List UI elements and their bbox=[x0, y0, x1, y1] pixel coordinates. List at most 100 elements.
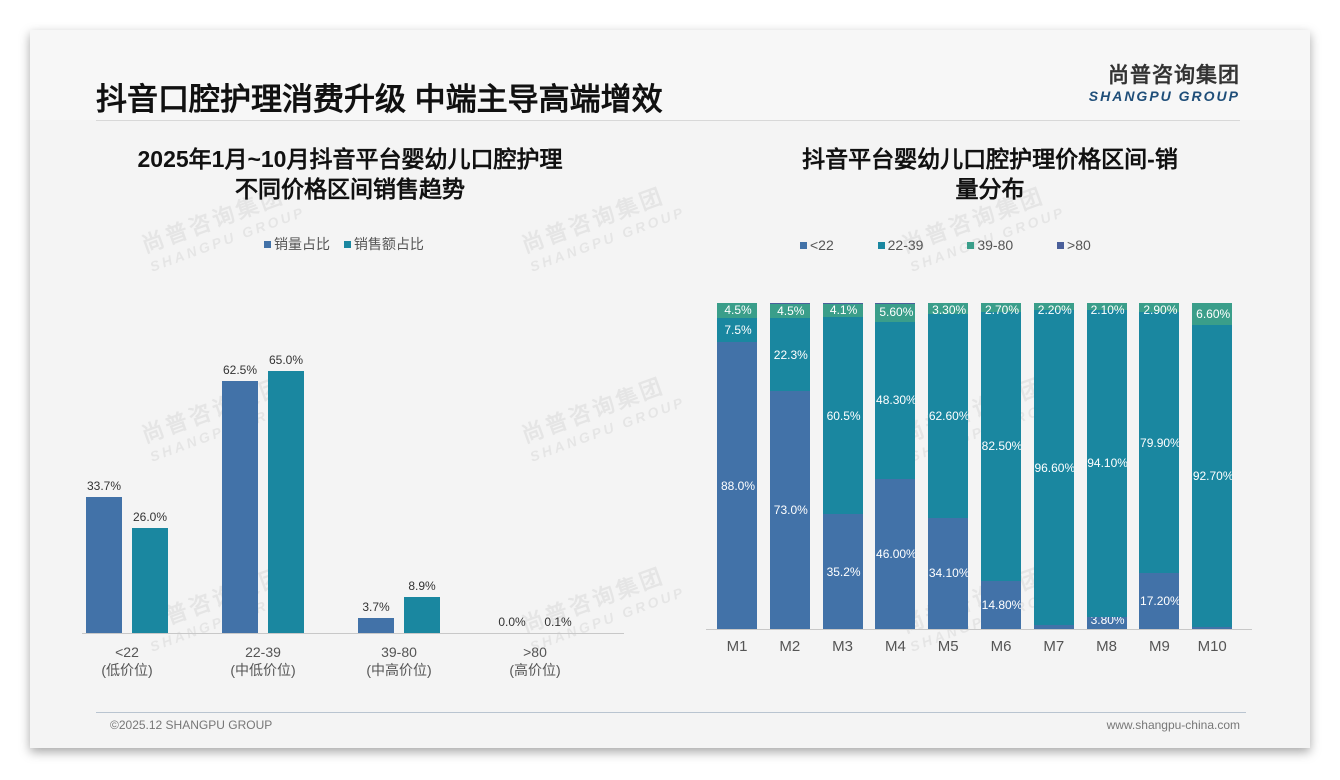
data-label: 94.10% bbox=[1087, 456, 1127, 471]
segment-1 bbox=[875, 321, 916, 480]
left-chart-title-line2: 不同价格区间销售趋势 bbox=[235, 176, 465, 202]
legend-swatch-icon bbox=[343, 241, 351, 248]
month-label: M5 bbox=[937, 638, 959, 655]
data-label: 2.70% bbox=[984, 303, 1020, 317]
data-label: 48.30% bbox=[876, 393, 916, 408]
segment-2 bbox=[981, 303, 1021, 312]
segment-0 bbox=[981, 580, 1021, 629]
stacked-bar-M9: 17.20% 79.90% 2.90% bbox=[1139, 303, 1180, 629]
segment-0 bbox=[875, 479, 916, 629]
stacked-bar-M10: 0.70%92.70%6.60% bbox=[1192, 303, 1233, 629]
month-label: M7 bbox=[1043, 638, 1065, 655]
segment-1 bbox=[822, 317, 863, 515]
segment-0 bbox=[769, 391, 810, 629]
segment-0 bbox=[1086, 616, 1127, 629]
data-label: 2.20% bbox=[1037, 303, 1072, 317]
right-chart-legend: <22 22-39 39-80 >80 bbox=[800, 237, 1101, 253]
bar-sales-1 bbox=[268, 371, 304, 633]
data-label: 5.60% bbox=[879, 305, 914, 320]
footer-divider bbox=[96, 712, 1246, 713]
right-chart-title: 抖音平台婴幼儿口腔护理价格区间-销 量分布 bbox=[730, 144, 1250, 204]
segment-1 bbox=[769, 318, 810, 392]
data-label: 0.0% bbox=[498, 615, 526, 629]
bar-volume-1 bbox=[222, 381, 258, 633]
month-label: M3 bbox=[832, 638, 854, 655]
header-divider bbox=[96, 120, 1240, 121]
segment-1 bbox=[981, 311, 1021, 581]
segment-0 bbox=[822, 514, 863, 629]
legend-label: 22-39 bbox=[887, 237, 924, 253]
slide: 抖音口腔护理消费升级 中端主导高端增效 尚普咨询集团 SHANGPU GROUP… bbox=[30, 30, 1310, 748]
stacked-bar-M5: 34.10% 62.60% 3.30% bbox=[928, 303, 969, 629]
legend-label: >80 bbox=[1067, 237, 1091, 253]
segment-2 bbox=[769, 303, 810, 319]
segment-1 bbox=[1086, 309, 1127, 617]
data-label: 3.7% bbox=[362, 600, 390, 615]
data-label: 33.7% bbox=[86, 479, 122, 494]
category-label: 22-39 (中低价位) bbox=[230, 644, 296, 678]
legend-label: 销量占比 bbox=[274, 236, 330, 252]
month-label: M1 bbox=[726, 638, 748, 655]
segment-2 bbox=[822, 303, 863, 318]
month-label: M2 bbox=[779, 638, 801, 655]
segment-2 bbox=[1086, 303, 1127, 310]
data-label: 14.80% bbox=[981, 597, 1021, 612]
data-label: 60.5% bbox=[826, 408, 861, 423]
header-band bbox=[30, 30, 1310, 120]
data-label: 82.50% bbox=[981, 439, 1021, 454]
segment-1 bbox=[1033, 310, 1074, 626]
segment-1 bbox=[928, 313, 969, 518]
data-label: 62.5% bbox=[222, 363, 258, 378]
legend-item-lt22: <22 bbox=[800, 237, 834, 253]
legend-item-22-39: 22-39 bbox=[877, 237, 924, 253]
month-label: M8 bbox=[1096, 638, 1118, 655]
footer-website: www.shangpu-china.com bbox=[1106, 718, 1240, 732]
segment-0 bbox=[1192, 626, 1233, 629]
segment-2 bbox=[1033, 303, 1074, 311]
legend-swatch-icon bbox=[264, 241, 271, 248]
category-label: <22 (低价位) bbox=[101, 644, 153, 678]
logo-cn-text: 尚普咨询集团 bbox=[1108, 64, 1240, 87]
left-chart-legend: 销量占比 销售额占比 bbox=[264, 234, 434, 254]
logo: 尚普咨询集团 SHANGPU GROUP bbox=[1086, 64, 1240, 104]
segment-3 bbox=[822, 303, 863, 304]
legend-item-gt80: >80 bbox=[1057, 237, 1091, 253]
legend-item-39-80: 39-80 bbox=[967, 237, 1013, 253]
legend-swatch-icon bbox=[877, 242, 885, 249]
page-title: 抖音口腔护理消费升级 中端主导高端增效 bbox=[96, 82, 663, 117]
segment-0 bbox=[717, 342, 757, 629]
category-label: 39-80 (中高价位) bbox=[366, 644, 432, 678]
stacked-bar-M6: 14.80% 82.50% 2.70% bbox=[981, 303, 1021, 629]
legend-item-volume: 销量占比 bbox=[264, 234, 330, 254]
data-label: 65.0% bbox=[268, 353, 304, 368]
month-label: M10 bbox=[1197, 638, 1227, 655]
data-label: 2.10% bbox=[1090, 303, 1125, 317]
bar-sales-2 bbox=[404, 597, 440, 633]
data-label: 96.60% bbox=[1034, 460, 1074, 475]
right-chart-x-axis bbox=[706, 629, 1252, 630]
legend-label: 销售额占比 bbox=[353, 236, 424, 252]
data-label: 73.0% bbox=[773, 503, 808, 518]
legend-label: <22 bbox=[810, 237, 834, 253]
data-label: 17.20% bbox=[1140, 593, 1180, 608]
segment-0 bbox=[1139, 572, 1180, 629]
footer-copyright: ©2025.12 SHANGPU GROUP bbox=[110, 718, 273, 732]
bar-volume-0 bbox=[86, 497, 122, 633]
logo-en-text: SHANGPU GROUP bbox=[1088, 88, 1240, 104]
data-label: 2.90% bbox=[1143, 303, 1178, 317]
data-label: 92.70% bbox=[1192, 468, 1233, 483]
data-label: 8.9% bbox=[408, 579, 436, 594]
month-label: M6 bbox=[990, 638, 1012, 655]
bar-sales-0 bbox=[132, 528, 168, 633]
legend-swatch-icon bbox=[1057, 242, 1065, 249]
stacked-bar-M3: 35.2% 60.5% 4.1% bbox=[822, 303, 863, 629]
segment-1 bbox=[1139, 312, 1180, 573]
data-label: 0.1% bbox=[544, 614, 572, 629]
data-label: 35.2% bbox=[826, 564, 861, 579]
data-label: 6.60% bbox=[1196, 306, 1231, 321]
data-label: 79.90% bbox=[1140, 435, 1180, 450]
category-label: >80 (高价位) bbox=[509, 644, 561, 678]
data-label: 34.10% bbox=[928, 566, 969, 581]
